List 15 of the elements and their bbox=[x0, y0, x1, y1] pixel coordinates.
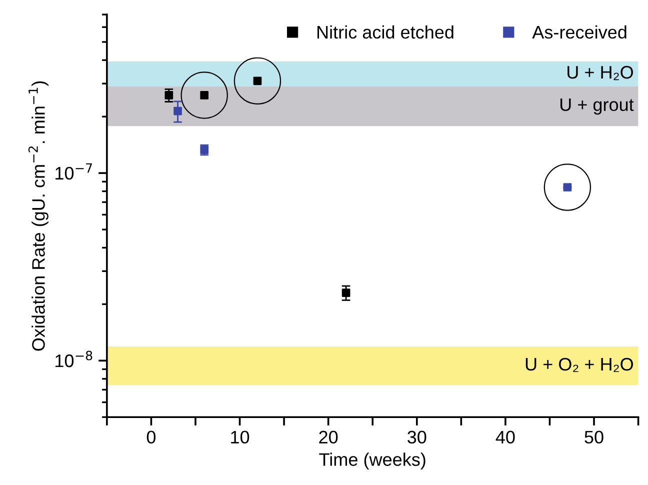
y-axis-title: Oxidation Rate (gU. cm$^{−2}$. min$^{−1}$) bbox=[28, 81, 48, 351]
legend-label: Nitric acid etched bbox=[317, 25, 454, 39]
band-label: U + H₂O bbox=[568, 66, 633, 80]
x-tick-label: 30 bbox=[408, 430, 426, 444]
x-axis-title: Time (weeks) bbox=[319, 452, 426, 470]
x-tick-label: 20 bbox=[319, 430, 338, 444]
x-tick-label: 50 bbox=[584, 430, 604, 444]
band-label: U + O₂ + H₂O bbox=[526, 358, 633, 372]
legend-label: As-received bbox=[532, 25, 626, 39]
x-tick-label: 40 bbox=[496, 430, 515, 444]
x-tick-label: 10 bbox=[231, 430, 250, 444]
y-tick-label: 10$^{−7}$ bbox=[56, 163, 92, 180]
y-tick-label: 10$^{−8}$ bbox=[56, 350, 92, 368]
x-tick-label: 0 bbox=[146, 430, 156, 444]
band-label: U + grout bbox=[560, 98, 634, 115]
